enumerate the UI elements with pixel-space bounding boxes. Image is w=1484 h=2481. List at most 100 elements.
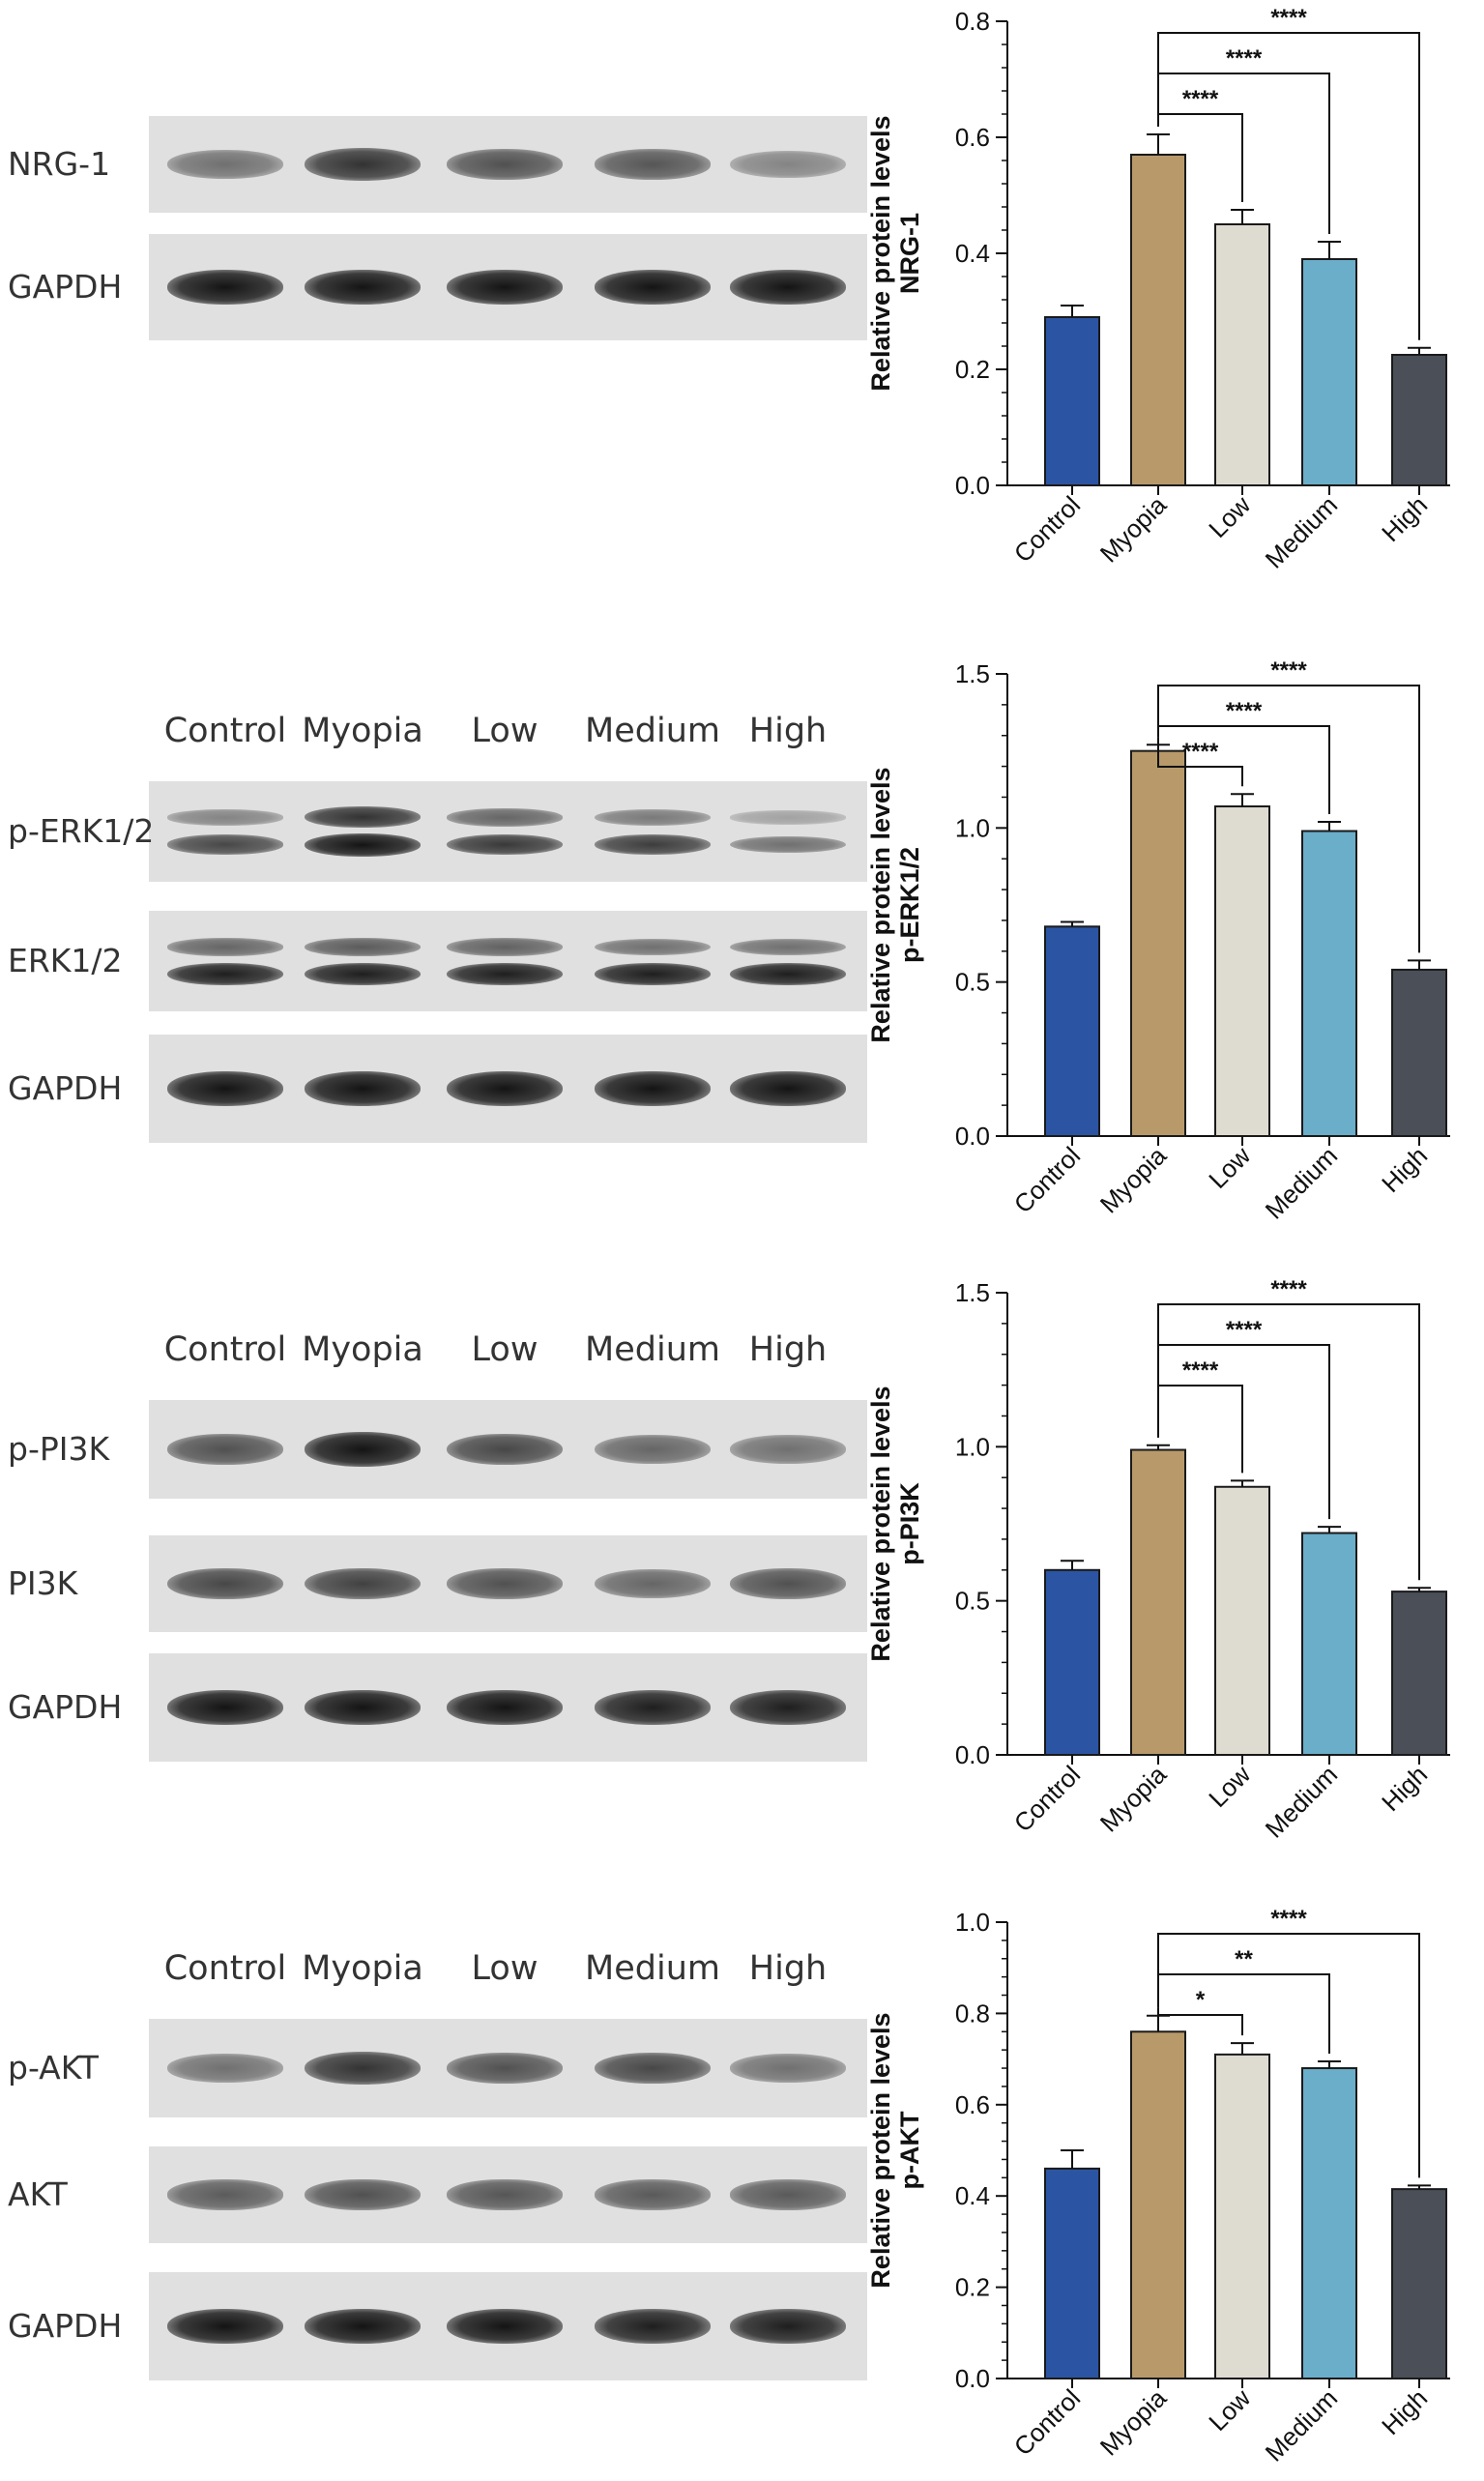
blot-band <box>447 1433 563 1466</box>
y-axis-label-protein: p-AKT <box>895 2111 924 2189</box>
blot-band <box>730 150 846 179</box>
blot-band <box>167 1071 283 1106</box>
blot-band <box>167 150 283 179</box>
blot-band <box>730 2309 846 2344</box>
x-tick-label: High <box>1376 2383 1433 2440</box>
bar-high <box>1391 354 1447 486</box>
strip-label: p-AKT <box>8 2049 99 2087</box>
blot-band <box>730 2179 846 2210</box>
lane-label: High <box>748 712 828 750</box>
bar-control <box>1044 2167 1100 2379</box>
y-axis-label-protein: p-PI3K <box>895 1482 924 1565</box>
blot-band <box>595 2179 711 2210</box>
blot-band <box>167 2179 283 2210</box>
blot-band <box>305 2309 421 2344</box>
lane-label: Medium <box>585 1330 720 1369</box>
bar-medium <box>1301 2067 1357 2380</box>
y-tick-label: 0.5 <box>955 1587 990 1616</box>
blot-band <box>447 1071 563 1106</box>
blot-band <box>447 962 563 986</box>
blot-band <box>595 808 711 826</box>
blot-band <box>305 962 421 986</box>
blot-band <box>447 1568 563 1599</box>
blot-band <box>305 1567 421 1600</box>
blot-band <box>595 938 711 956</box>
blot-band <box>167 1567 283 1600</box>
blot-strip <box>149 2146 867 2243</box>
blot-strip <box>149 116 867 213</box>
blot-band <box>447 149 563 180</box>
blot-band <box>167 2054 283 2083</box>
blot-band <box>447 1690 563 1725</box>
y-tick-label: 1.5 <box>955 659 990 688</box>
strip-label: ERK1/2 <box>8 942 123 979</box>
blot-band <box>167 1690 283 1725</box>
blot-band <box>447 833 563 856</box>
blot-band <box>305 937 421 956</box>
lane-label: Control <box>163 1330 287 1369</box>
y-tick-label: 0.8 <box>955 7 990 36</box>
y-tick-label: 0.8 <box>955 1999 990 2028</box>
blot-strip <box>149 911 867 1011</box>
y-axis-label: Relative protein levels <box>866 115 895 391</box>
blot-band <box>447 2309 563 2344</box>
blot-strip <box>149 2272 867 2380</box>
lane-label: Control <box>163 712 287 750</box>
blot-band <box>167 2309 283 2344</box>
significance-label: **** <box>1182 1357 1219 1384</box>
significance-label: **** <box>1270 1906 1307 1932</box>
y-tick-label: 0.0 <box>955 2364 990 2393</box>
y-tick-label: 0.4 <box>955 239 990 268</box>
y-tick-label: 0.6 <box>955 123 990 152</box>
blot-band <box>305 2179 421 2210</box>
strip-label: PI3K <box>8 1564 78 1602</box>
blot-band <box>730 1568 846 1599</box>
bar-control <box>1044 1568 1100 1757</box>
strip-label: GAPDH <box>8 2307 123 2345</box>
blot-band <box>595 149 711 180</box>
significance-label: **** <box>1226 1317 1263 1343</box>
bar-myopia <box>1130 1448 1186 1757</box>
lane-label: High <box>748 1949 828 1988</box>
blot-band <box>730 2054 846 2083</box>
blot-band <box>447 2053 563 2084</box>
bar-myopia <box>1130 2030 1186 2380</box>
significance-bracket <box>1157 2007 1243 2036</box>
significance-label: **** <box>1270 1276 1307 1302</box>
blot-band <box>305 832 421 857</box>
blot-band <box>305 1690 421 1725</box>
y-axis-label: Relative protein levels <box>866 767 895 1042</box>
lane-label: Medium <box>585 1949 720 1988</box>
significance-label: **** <box>1182 739 1219 765</box>
blot-band <box>730 835 846 854</box>
blot-band <box>167 270 283 305</box>
significance-bracket <box>1157 737 1243 787</box>
lane-label: High <box>748 1330 828 1369</box>
blot-band <box>730 1435 846 1464</box>
blot-band <box>595 270 711 305</box>
blot-band <box>447 2179 563 2210</box>
lane-label: Low <box>471 1949 538 1988</box>
blot-band <box>730 1071 846 1106</box>
significance-bracket <box>1157 1303 1420 1581</box>
bar-control <box>1044 925 1100 1137</box>
strip-label: GAPDH <box>8 1069 123 1107</box>
bar-low <box>1214 2053 1270 2379</box>
blot-strip <box>149 1653 867 1762</box>
blot-strip <box>149 1035 867 1143</box>
y-tick-label: 0.0 <box>955 1122 990 1151</box>
blot-band <box>167 834 283 855</box>
lane-label: Low <box>471 1330 538 1369</box>
blot-band <box>730 962 846 986</box>
x-tick-label: Control <box>1008 2383 1086 2461</box>
y-axis-label: Relative protein levels <box>866 2012 895 2288</box>
blot-strip <box>149 781 867 882</box>
significance-label: ** <box>1235 1946 1253 1972</box>
blot-band <box>447 938 563 956</box>
significance-label: **** <box>1182 86 1219 112</box>
bar-myopia <box>1130 749 1186 1138</box>
y-tick-label: 0.0 <box>955 471 990 500</box>
